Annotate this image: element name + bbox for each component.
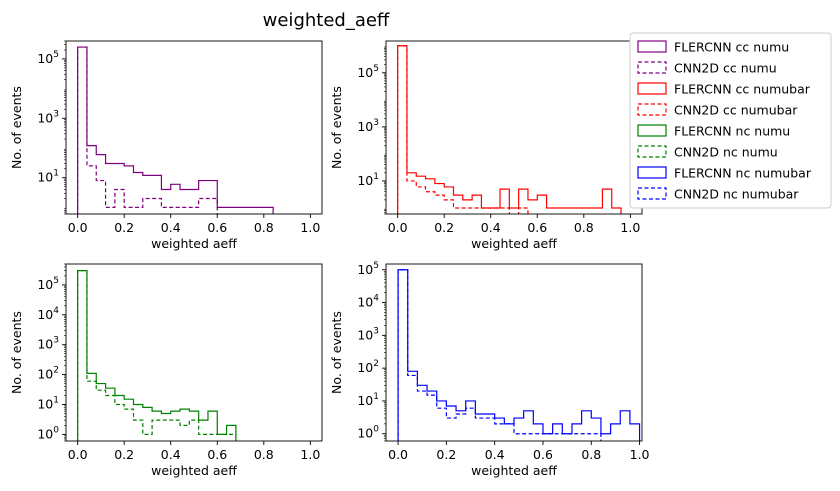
x-tick-label: 0.6 xyxy=(533,447,553,462)
x-tick-label: 0.6 xyxy=(207,220,227,235)
panel-nc-numu: 0.0 0.2 0.4 0.6 0.8 1.0 100 101 102 103 104 105 weig… xyxy=(9,263,323,478)
x-tick-label: 0.4 xyxy=(161,220,181,235)
x-tick-label: 0.0 xyxy=(68,447,88,462)
figure-title: weighted_aeff xyxy=(263,10,390,31)
x-axis-label: weighted aeff xyxy=(151,463,237,478)
x-tick-label: 0.2 xyxy=(434,220,454,235)
legend-label: CNN2D cc numu xyxy=(674,61,777,76)
legend-item-ncnumu_flercnn: FLERCNN nc numu xyxy=(637,124,790,139)
panel-cc-numu: 0.0 0.2 0.4 0.6 0.8 1.0 101 103 105 weighted aeff… xyxy=(9,40,323,251)
y-tick-label: 102 xyxy=(37,366,59,382)
x-tick-label: 0.8 xyxy=(574,220,594,235)
legend-swatch xyxy=(637,124,667,137)
y-tick-label: 104 xyxy=(357,294,379,310)
y-tick-label: 101 xyxy=(357,392,379,408)
legend-item-ccnumu_flercnn: FLERCNN cc numu xyxy=(637,40,789,55)
y-tick-label: 105 xyxy=(357,261,379,277)
panel-nc-numubar: 0.0 0.2 0.4 0.6 0.8 1.0 100 101 102 103 104 105 weig… xyxy=(329,261,650,478)
x-axis-label: weighted aeff xyxy=(471,236,557,251)
y-tick-label: 100 xyxy=(37,425,59,441)
x-tick-label: 1.0 xyxy=(300,220,320,235)
legend-swatch xyxy=(637,187,667,200)
y-tick-label: 100 xyxy=(357,425,379,441)
x-tick-label: 1.0 xyxy=(620,220,640,235)
x-tick-label: 0.2 xyxy=(114,220,134,235)
y-tick-label: 101 xyxy=(357,172,379,188)
y-tick-label: 102 xyxy=(357,359,379,375)
histogram-series-flercnn xyxy=(397,45,622,214)
legend-label: CNN2D cc numubar xyxy=(674,103,798,118)
histogram-panels: 0.0 0.2 0.4 0.6 0.8 1.0 101 103 105 weighted aeff… xyxy=(9,40,650,478)
y-tick-label: 105 xyxy=(37,50,59,66)
x-axis-label: weighted aeff xyxy=(151,236,237,251)
x-tick-label: 0.4 xyxy=(485,447,505,462)
x-tick-label: 0.6 xyxy=(527,220,547,235)
x-tick-label: 0.8 xyxy=(581,447,601,462)
x-tick-label: 0.8 xyxy=(254,447,274,462)
histogram-series-cnn2d xyxy=(397,269,602,441)
legend-swatch xyxy=(637,61,667,74)
histogram-series-flercnn xyxy=(77,270,237,441)
histogram-series-cnn2d xyxy=(397,45,529,214)
legend-label: FLERCNN cc numu xyxy=(674,40,789,55)
y-tick-label: 103 xyxy=(37,336,59,352)
axes-frame xyxy=(65,263,323,442)
x-tick-label: 0.0 xyxy=(388,220,408,235)
legend-label: FLERCNN cc numubar xyxy=(674,82,811,97)
y-axis-label: No. of events xyxy=(329,311,344,394)
x-tick-label: 0.0 xyxy=(388,447,408,462)
y-tick-label: 104 xyxy=(37,306,59,322)
legend-label: CNN2D nc numu xyxy=(674,145,778,160)
panel-cc-numubar: 0.0 0.2 0.4 0.6 0.8 1.0 101 103 105 weighted aeff… xyxy=(329,40,643,251)
legend-swatch xyxy=(637,82,667,95)
y-tick-label: 101 xyxy=(37,395,59,411)
x-tick-label: 0.0 xyxy=(68,220,88,235)
legend-item-ncnumubar_cnn2d: CNN2D nc numubar xyxy=(637,187,799,202)
legend-item-ccnumubar_cnn2d: CNN2D cc numubar xyxy=(637,103,798,118)
y-tick-label: 103 xyxy=(37,109,59,125)
legend-frame xyxy=(629,32,832,209)
y-axis-label: No. of events xyxy=(9,311,24,394)
legend-item-ccnumubar_flercnn: FLERCNN cc numubar xyxy=(637,82,811,97)
y-axis-label: No. of events xyxy=(9,86,24,169)
legend-swatch xyxy=(637,166,667,179)
x-tick-label: 0.2 xyxy=(436,447,456,462)
legend-item-ncnumubar_flercnn: FLERCNN nc numubar xyxy=(637,166,812,181)
legend-item-ccnumu_cnn2d: CNN2D cc numu xyxy=(637,61,777,76)
x-axis-label: weighted aeff xyxy=(471,463,557,478)
x-tick-label: 0.4 xyxy=(161,447,181,462)
legend: FLERCNN cc numu CNN2D cc numu FLERCNN cc n… xyxy=(629,32,832,209)
y-tick-label: 101 xyxy=(37,169,59,185)
y-tick-label: 105 xyxy=(37,276,59,292)
histogram-series-flercnn xyxy=(77,46,274,214)
x-tick-label: 1.0 xyxy=(630,447,650,462)
x-tick-label: 1.0 xyxy=(300,447,320,462)
histogram-series-flercnn xyxy=(397,269,641,441)
legend-swatch xyxy=(637,40,667,53)
histogram-series-cnn2d xyxy=(77,270,237,441)
legend-label: FLERCNN nc numu xyxy=(674,124,790,139)
legend-swatch xyxy=(637,145,667,158)
x-tick-label: 0.4 xyxy=(481,220,501,235)
y-tick-label: 103 xyxy=(357,118,379,134)
y-tick-label: 103 xyxy=(357,326,379,342)
x-tick-label: 0.6 xyxy=(207,447,227,462)
legend-label: CNN2D nc numubar xyxy=(674,187,799,202)
y-axis-label: No. of events xyxy=(329,86,344,169)
x-tick-label: 0.2 xyxy=(114,447,134,462)
y-tick-label: 105 xyxy=(357,64,379,80)
legend-label: FLERCNN nc numubar xyxy=(674,166,812,181)
legend-swatch xyxy=(637,103,667,116)
x-tick-label: 0.8 xyxy=(254,220,274,235)
legend-item-ncnumu_cnn2d: CNN2D nc numu xyxy=(637,145,778,160)
